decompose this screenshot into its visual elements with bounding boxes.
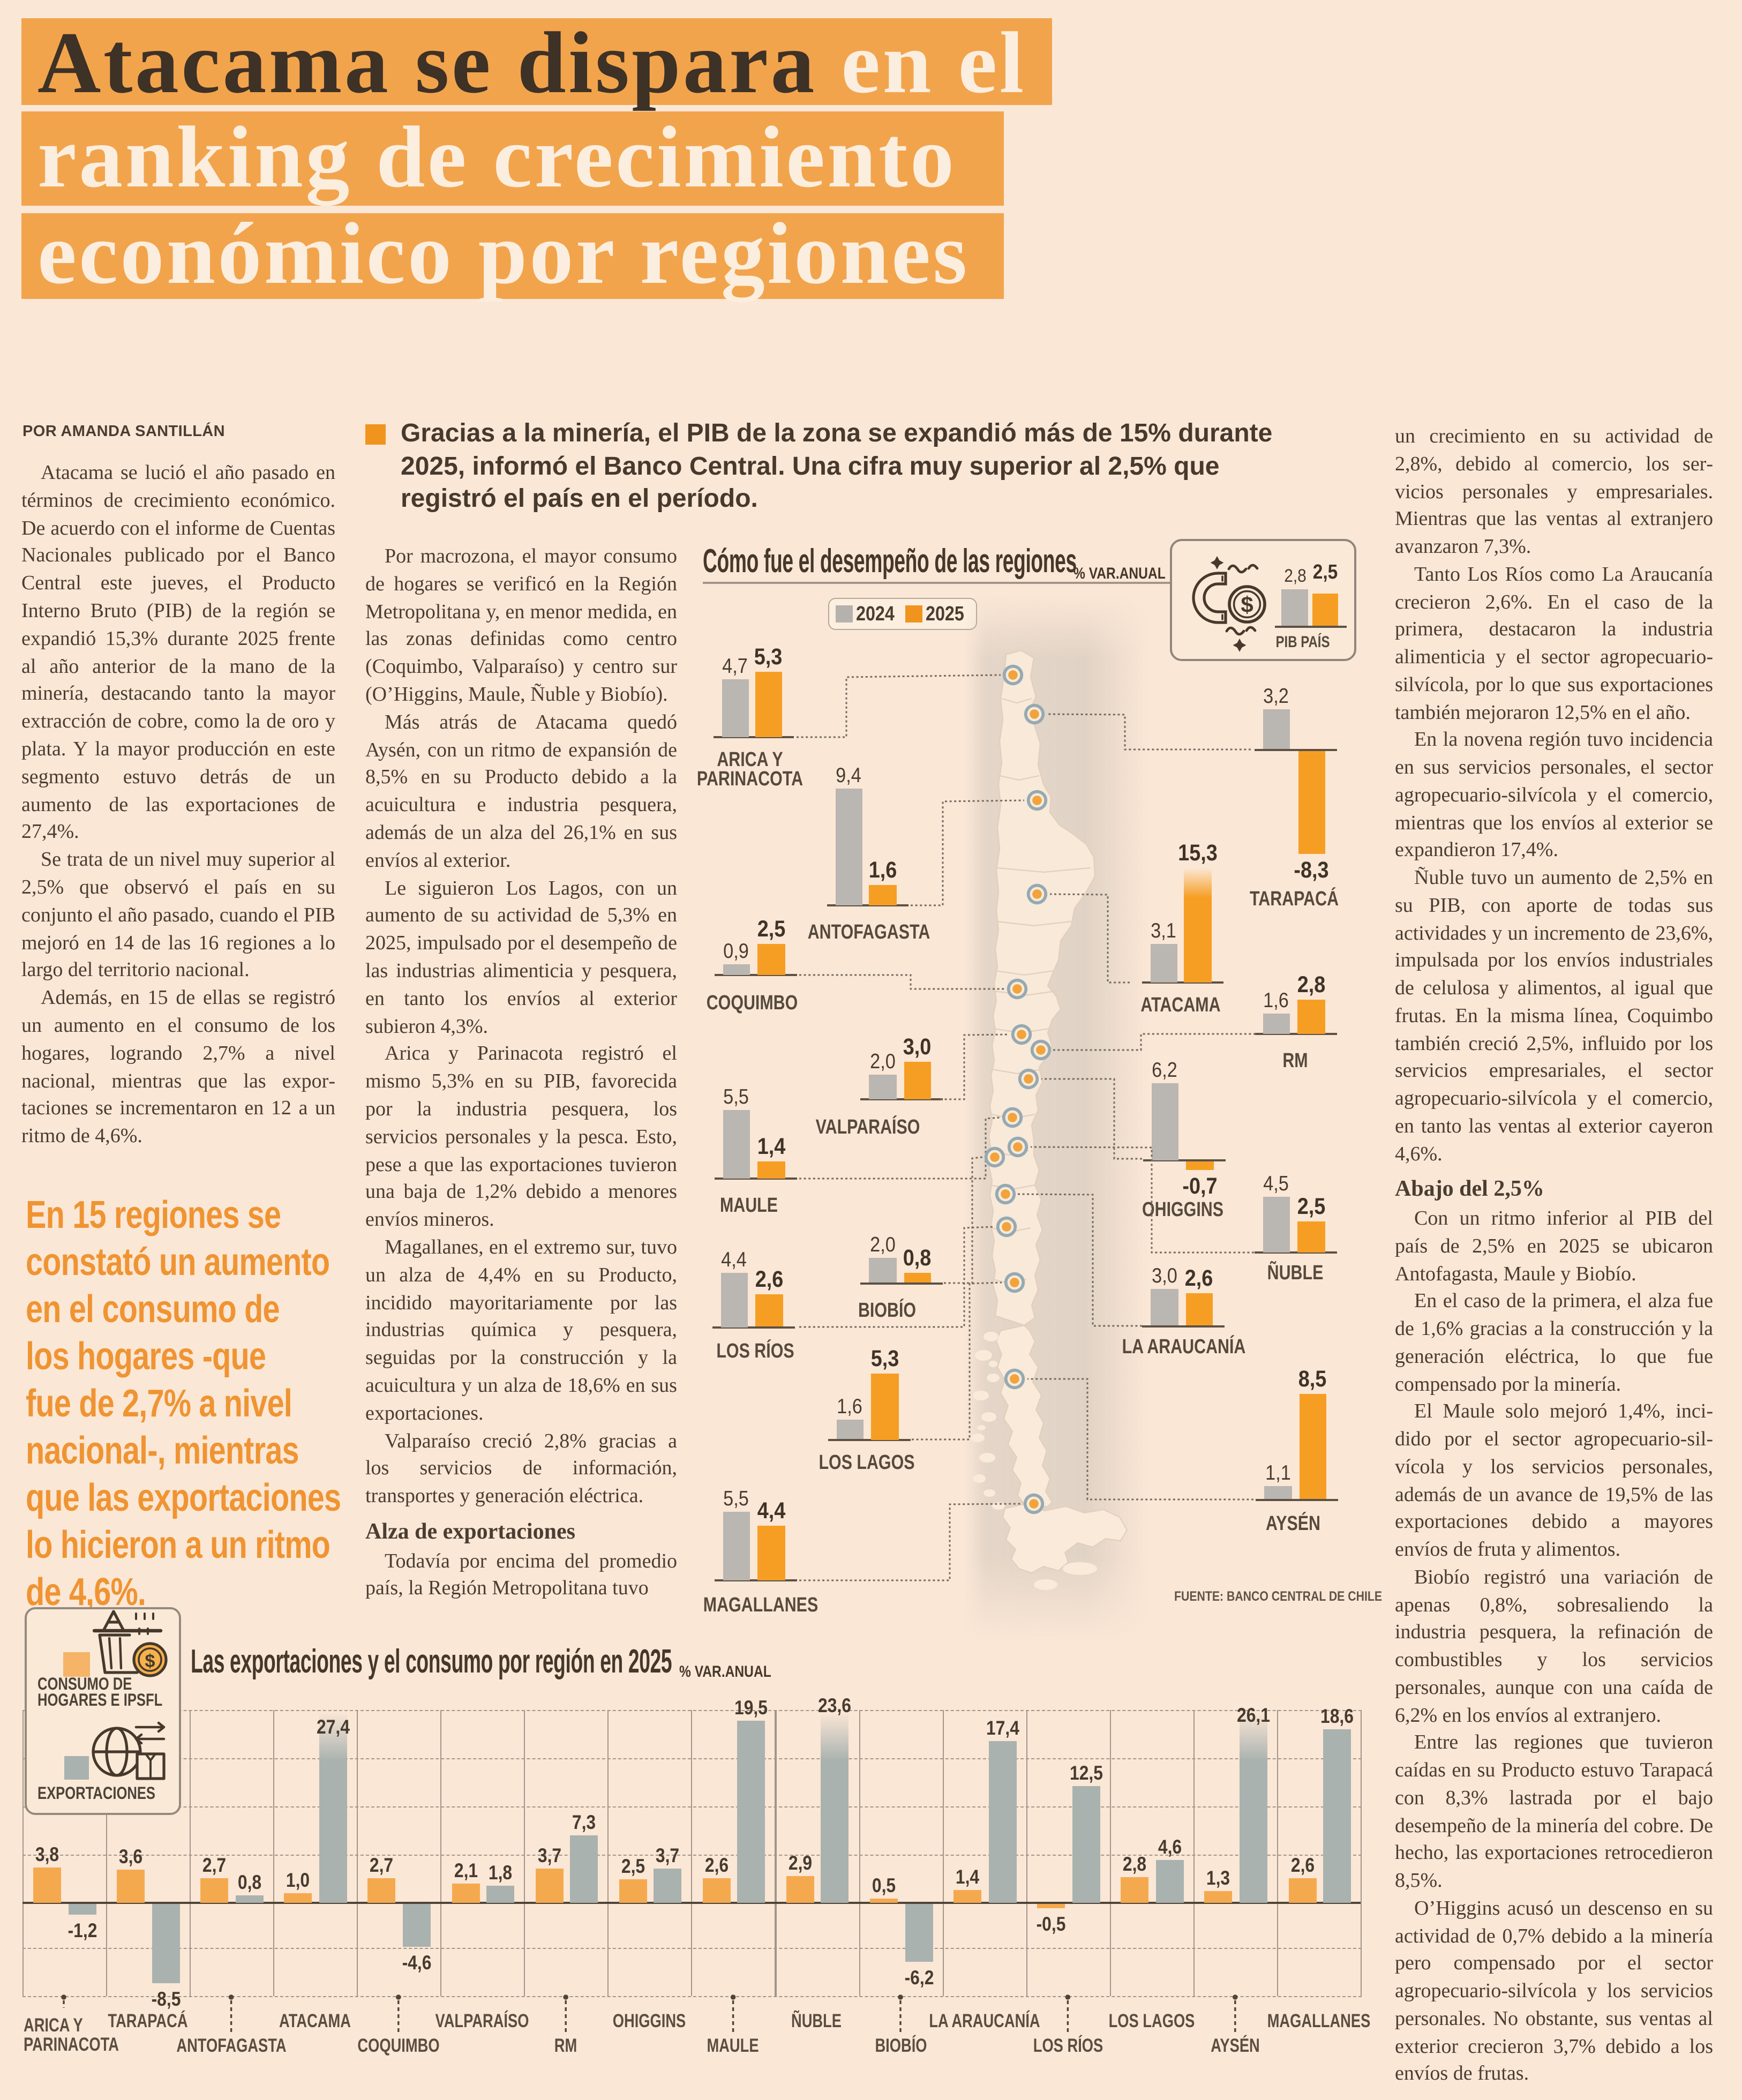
svg-text:$: $ bbox=[145, 1651, 155, 1671]
svg-text:$: $ bbox=[1241, 592, 1253, 617]
